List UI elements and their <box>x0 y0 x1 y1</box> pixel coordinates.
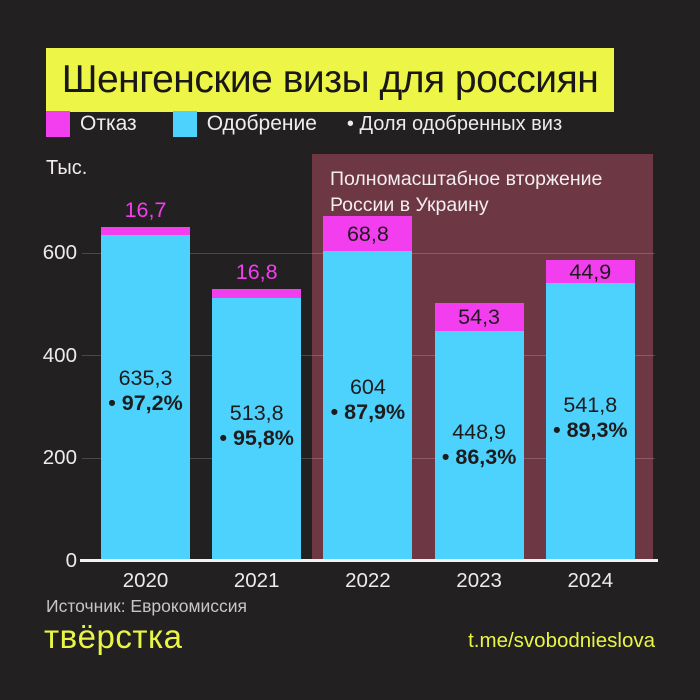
approval-labels-2021: 513,8 • 95,8% <box>197 401 316 451</box>
bar-group-2021 <box>212 288 302 561</box>
telegram-link[interactable]: t.me/svobodnieslova <box>468 629 655 652</box>
refusal-value-label-2023: 54,3 <box>458 304 501 329</box>
bar-refusal-segment-2020 <box>101 226 190 236</box>
bar-group-2023 <box>434 302 524 561</box>
y-tick-label-0: 0 <box>65 549 77 572</box>
approval-share-label-2023: • 86,3% <box>441 444 517 469</box>
approval-value-label-2023: 448,9 <box>452 419 506 444</box>
y-axis: 0 200 400 600 <box>0 202 77 572</box>
war-region-label: Полномасштабное вторжение России в Украи… <box>330 168 603 216</box>
approval-share-label-2022: • 87,9% <box>330 400 406 425</box>
approval-labels-2024: 541,8 • 89,3% <box>531 393 650 443</box>
bar-refusal-segment-2022 <box>323 215 413 252</box>
legend-approval-label: Одобрение <box>206 112 317 135</box>
y-tick-label-400: 400 <box>42 343 77 367</box>
refusal-value-label-2022: 68,8 <box>346 221 389 246</box>
bar-group-2024 <box>545 260 635 561</box>
x-tick-label-2024: 2024 <box>567 569 614 592</box>
bar-refusal-segment-2024 <box>545 260 635 284</box>
approval-value-label-2020: 635,3 <box>118 366 173 391</box>
approval-share-label-2020: • 97,2% <box>108 391 183 416</box>
legend-item-refusal: Отказ <box>46 111 137 137</box>
bar-refusal-segment-2023 <box>434 302 524 331</box>
x-tick-label-2023: 2023 <box>456 569 502 592</box>
approval-labels-2022: 604 • 87,9% <box>308 375 427 425</box>
approval-swatch-icon <box>172 111 197 137</box>
x-axis-line <box>80 559 658 562</box>
refusal-value-label-2020: 16,7 <box>124 197 167 222</box>
x-tick-label-2020: 2020 <box>122 569 169 592</box>
bar-group-2022 <box>323 215 413 561</box>
approval-value-label-2021: 513,8 <box>229 400 284 425</box>
x-tick-label-2022: 2022 <box>345 569 391 592</box>
y-tick-label-200: 200 <box>42 446 77 470</box>
bar-approval-segment-2020 <box>101 235 190 561</box>
approval-value-label-2024: 541,8 <box>563 392 618 417</box>
approval-share-label-2021: • 95,8% <box>219 425 294 450</box>
brand-logo: твёрстка <box>44 618 183 655</box>
bar-group-2020 <box>101 226 190 561</box>
x-tick-label-2021: 2021 <box>233 569 280 592</box>
bar-approval-segment-2022 <box>323 251 413 561</box>
bar-chart: 635,3 • 97,2% 16,7 513,8 • 95,8% 16,8 604 • 87,… <box>82 198 655 561</box>
legend-refusal-label: Отказ <box>80 112 137 135</box>
y-axis-unit-label: Тыс. <box>46 157 88 179</box>
refusal-swatch-icon <box>46 111 70 137</box>
y-tick-label-600: 600 <box>42 241 77 265</box>
refusal-value-label-2024: 44,9 <box>569 259 612 284</box>
approval-labels-2020: 635,3 • 97,2% <box>86 366 205 416</box>
page-title: Шенгенские визы для россиян <box>61 58 599 101</box>
approval-share-label-2024: • 89,3% <box>553 417 628 442</box>
source-label: Источник: Еврокомиссия <box>46 596 248 616</box>
refusal-value-label-2021: 16,8 <box>235 259 278 284</box>
approval-labels-2023: 448,9 • 86,3% <box>420 420 539 470</box>
bar-approval-segment-2021 <box>212 297 302 561</box>
bar-approval-segment-2023 <box>434 330 524 561</box>
chart-legend: Отказ Одобрение • Доля одобренных виз <box>46 110 562 138</box>
bar-approval-segment-2024 <box>545 283 635 561</box>
bar-refusal-segment-2021 <box>212 288 302 298</box>
title-banner: Шенгенские визы для россиян <box>46 48 614 112</box>
legend-item-approval: Одобрение <box>172 111 317 137</box>
approval-value-label-2022: 604 <box>349 375 386 400</box>
legend-share-note: • Доля одобренных виз <box>346 112 563 135</box>
